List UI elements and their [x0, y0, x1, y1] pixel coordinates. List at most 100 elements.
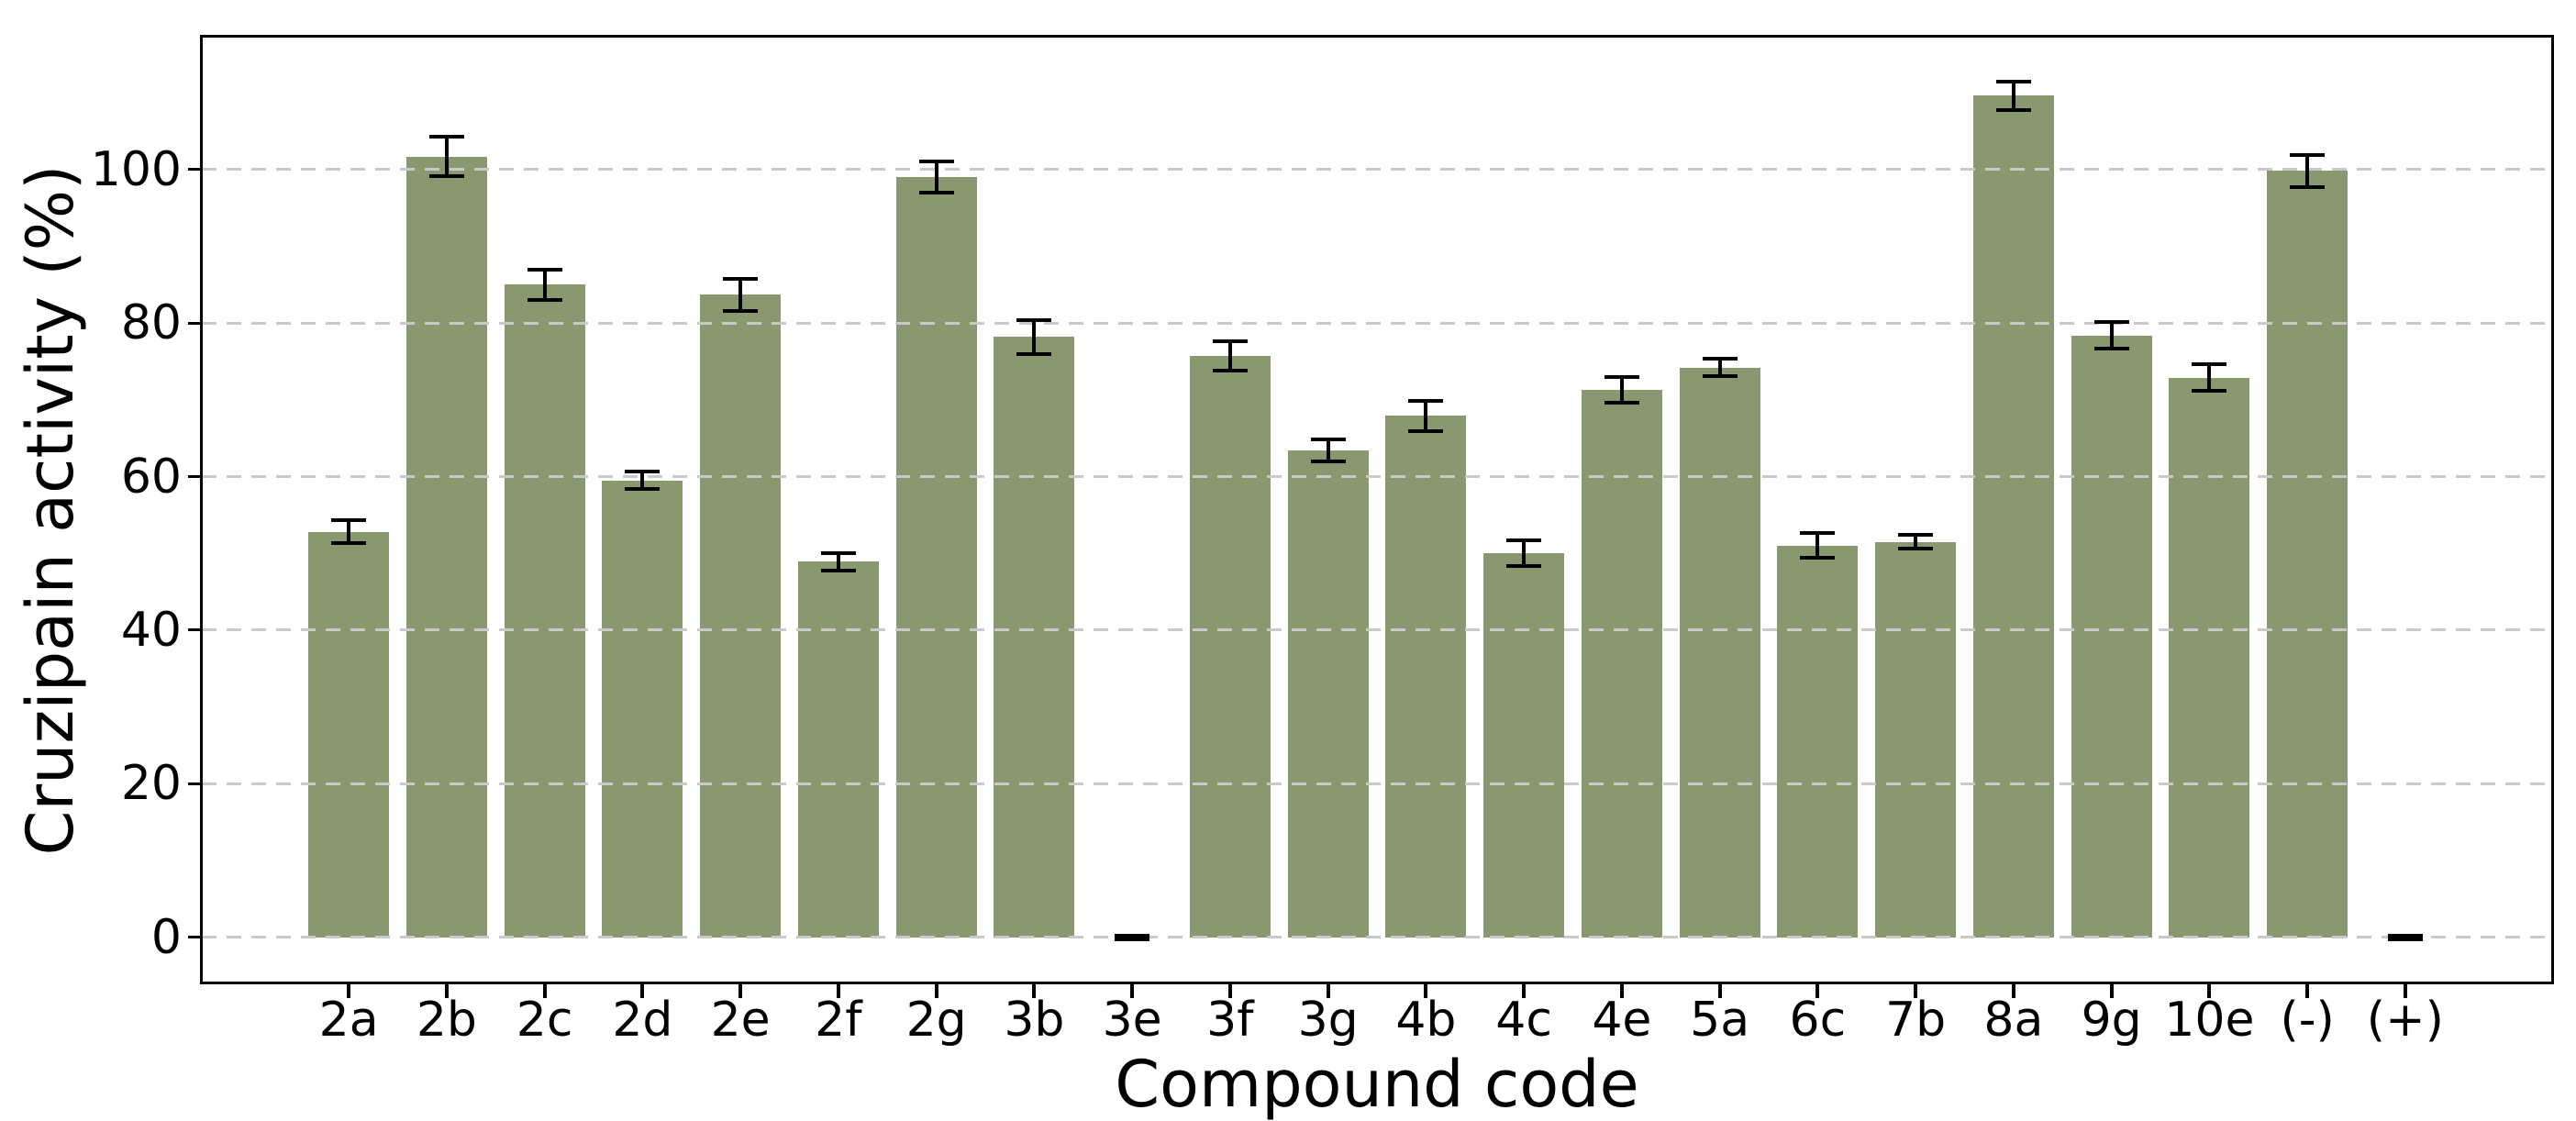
error-cap-top-2d: [625, 470, 661, 474]
bar-3b: [994, 337, 1074, 938]
x-tick-3f: [1227, 984, 1232, 998]
bar-2e: [700, 294, 781, 938]
gridline-40: [202, 628, 2552, 632]
x-tick-label-3e: 3e: [1102, 993, 1162, 1048]
error-cap-bottom-3f: [1212, 369, 1248, 373]
x-tick-(+): [2403, 984, 2407, 998]
x-tick-5a: [1717, 984, 1722, 998]
error-cap-top-10e: [2192, 362, 2227, 367]
x-tick-label-2f: 2f: [815, 993, 862, 1048]
gridline-100: [202, 168, 2552, 172]
y-tick-label-100: 100: [90, 141, 182, 197]
error-cap-top-3f: [1212, 339, 1248, 344]
error-bar-4e: [1619, 376, 1624, 404]
bar-5a: [1680, 367, 1760, 938]
error-cap-top-3e: [1115, 933, 1150, 938]
x-tick-label-3f: 3f: [1206, 993, 1254, 1048]
x-tick-label-3b: 3b: [1004, 993, 1065, 1048]
x-tick-4c: [1522, 984, 1527, 998]
error-cap-top-9g: [2093, 320, 2129, 325]
bar-9g: [2071, 335, 2152, 938]
x-tick-label-2e: 2e: [710, 993, 771, 1048]
bar-2b: [406, 156, 487, 938]
error-cap-top-8a: [1995, 79, 2031, 83]
x-tick-4b: [1424, 984, 1428, 998]
y-tick-100: [188, 168, 202, 172]
error-cap-top-2c: [527, 267, 562, 272]
error-cap-bottom-9g: [2093, 346, 2129, 350]
x-tick-8a: [2011, 984, 2015, 998]
x-tick-(-): [2305, 984, 2310, 998]
bar-2d: [602, 480, 683, 938]
error-cap-bottom-2e: [723, 308, 759, 313]
error-cap-bottom-4b: [1408, 429, 1444, 434]
x-tick-label-2b: 2b: [416, 993, 477, 1048]
error-cap-top-3g: [1310, 438, 1346, 442]
x-tick-3g: [1326, 984, 1330, 998]
error-cap-bottom-2d: [625, 486, 661, 491]
error-bar-3e: [1130, 935, 1135, 939]
error-cap-top-(+): [2387, 933, 2423, 938]
error-bar-2g: [934, 161, 938, 193]
x-tick-label-10e: 10e: [2164, 993, 2255, 1048]
x-tick-label-4b: 4b: [1395, 993, 1457, 1048]
gridline-20: [202, 782, 2552, 785]
error-cap-bottom-4e: [1604, 401, 1639, 405]
gridline-60: [202, 475, 2552, 478]
error-bar-4c: [1522, 539, 1527, 567]
error-bar-3b: [1032, 319, 1037, 354]
error-cap-top-4e: [1604, 374, 1639, 379]
x-tick-label-(+): (+): [2366, 993, 2444, 1048]
error-cap-bottom-7b: [1898, 547, 1934, 551]
error-bar-2d: [640, 472, 645, 489]
error-bar-(-): [2305, 154, 2310, 188]
y-tick-60: [188, 475, 202, 478]
error-bar-8a: [2011, 81, 2015, 111]
error-bar-4b: [1424, 400, 1428, 432]
x-tick-4e: [1619, 984, 1624, 998]
y-tick-label-0: 0: [150, 909, 182, 965]
x-tick-9g: [2109, 984, 2114, 998]
error-bar-3g: [1326, 439, 1330, 461]
error-bar-7b: [1914, 535, 1918, 549]
error-bar-2f: [836, 553, 840, 571]
error-bar-10e: [2207, 364, 2212, 391]
y-tick-20: [188, 782, 202, 785]
x-tick-2d: [640, 984, 645, 998]
y-tick-label-80: 80: [120, 295, 182, 351]
error-cap-bottom-(+): [2387, 937, 2423, 941]
bar-(-): [2267, 171, 2348, 938]
bar-2c: [505, 284, 585, 938]
x-tick-7b: [1914, 984, 1918, 998]
error-cap-top-2a: [331, 518, 367, 523]
y-tick-40: [188, 628, 202, 632]
x-tick-3b: [1032, 984, 1037, 998]
error-bar-6c: [1815, 533, 1820, 559]
x-tick-label-2a: 2a: [318, 993, 379, 1048]
error-cap-bottom-3e: [1115, 937, 1150, 941]
error-bar-2c: [542, 269, 547, 301]
error-cap-top-2f: [820, 551, 856, 556]
x-tick-label-6c: 6c: [1789, 993, 1847, 1048]
x-tick-2c: [542, 984, 547, 998]
error-cap-bottom-8a: [1995, 108, 2031, 113]
y-tick-label-40: 40: [120, 602, 182, 658]
bar-4e: [1582, 389, 1662, 938]
error-bar-2a: [347, 520, 351, 544]
x-tick-2g: [934, 984, 938, 998]
gridline-80: [202, 321, 2552, 325]
bar-3f: [1190, 356, 1271, 938]
x-tick-6c: [1815, 984, 1820, 998]
y-tick-0: [188, 936, 202, 939]
x-tick-label-5a: 5a: [1690, 993, 1750, 1048]
x-tick-label-7b: 7b: [1885, 993, 1947, 1048]
bar-3g: [1288, 450, 1369, 938]
error-cap-top-2e: [723, 276, 759, 281]
y-tick-label-60: 60: [120, 449, 182, 505]
x-tick-label-2d: 2d: [612, 993, 673, 1048]
x-tick-label-2c: 2c: [516, 993, 573, 1048]
error-cap-top-4b: [1408, 398, 1444, 403]
error-cap-top-2b: [428, 134, 464, 139]
